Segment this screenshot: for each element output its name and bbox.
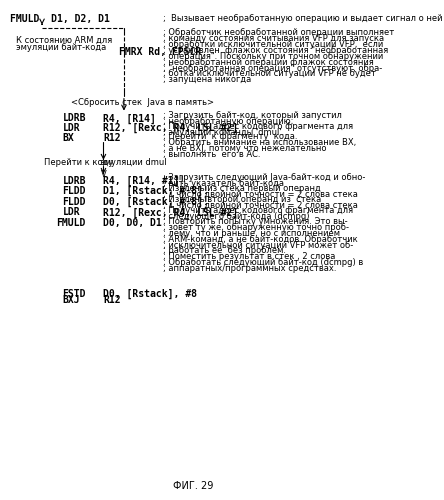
Text: ; Перейти  к фрагменту  кода.: ; Перейти к фрагменту кода. <box>163 132 297 141</box>
Text: D0, [Rstack], #8: D0, [Rstack], #8 <box>103 288 198 298</box>
Text: R12: R12 <box>103 296 121 306</box>
Text: R12, [Rexc, R4, LSL #2]: R12, [Rexc, R4, LSL #2] <box>103 124 238 134</box>
Text: ; Поместить результат в стек , 2 слова: ; Поместить результат в стек , 2 слова <box>163 252 336 262</box>
Text: FSTD: FSTD <box>63 288 86 298</box>
Text: FMULD: FMULD <box>56 218 85 228</box>
Text: ; запущена никогда: ; запущена никогда <box>163 76 251 84</box>
Text: ; ARM-команд, а не байт-кодов. Обработчик: ; ARM-команд, а не байт-кодов. Обработчи… <box>163 234 358 244</box>
Text: ; обработки исключительной ситуации VFP,  если: ; обработки исключительной ситуации VFP,… <box>163 40 384 49</box>
Text: R12: R12 <box>103 134 121 143</box>
Text: BX: BX <box>63 134 74 143</box>
Text: ; операция". Поскольку при точном обнаружении: ; операция". Поскольку при точном обнару… <box>163 52 384 60</box>
Text: R4, [R14]: R4, [R14] <box>103 114 156 124</box>
Text: LDR: LDR <box>63 124 80 134</box>
Text: ; команду состояния считывания VFP для запуска: ; команду состояния считывания VFP для з… <box>163 34 385 43</box>
Text: D0, D0, D1: D0, D0, D1 <box>103 218 162 228</box>
Text: ; ботка исключительной ситуации VFP не будет: ; ботка исключительной ситуации VFP не б… <box>163 70 376 78</box>
Text: ; установлен  флажок состояния "необработанная: ; установлен флажок состояния "необработ… <box>163 46 388 54</box>
Text: ; Обработать следующий байт-код (dcmpg) в: ; Обработать следующий байт-код (dcmpg) … <box>163 258 364 268</box>
Text: ; аппаратных/программных средствах.: ; аппаратных/программных средствах. <box>163 264 337 274</box>
Text: ; необработанной операции флажок состояния: ; необработанной операции флажок состоян… <box>163 58 374 66</box>
Text: R4, [R14, #1]!: R4, [R14, #1]! <box>103 176 186 186</box>
Text: эмуляции dmul: эмуляции dmul <box>100 158 166 168</box>
Text: ; 1 число двойной точности = 2 слова стека: ; 1 число двойной точности = 2 слова сте… <box>163 190 358 199</box>
Text: К состоянию ARM для: К состоянию ARM для <box>16 36 113 45</box>
Text: LDR: LDR <box>63 208 80 218</box>
Text: ; следующего байт-кода (dcmpg): ; следующего байт-кода (dcmpg) <box>163 212 310 221</box>
Text: эмуляции байт-кода: эмуляции байт-кода <box>16 43 107 52</box>
Text: D0, [Rstack, #-8]!: D0, [Rstack, #-8]! <box>103 196 209 206</box>
Text: FMULD  D1, D2, D1: FMULD D1, D2, D1 <box>10 14 110 24</box>
Text: ; вить указатель байт-кода: ; вить указатель байт-кода <box>163 179 284 188</box>
Text: ; Загрузить следующий Java-байт-код и обно-: ; Загрузить следующий Java-байт-код и об… <box>163 174 365 182</box>
Text: ; исключительной ситуации VFP может об-: ; исключительной ситуации VFP может об- <box>163 240 353 250</box>
Text: ; Повторить попытку умножения. Это вы-: ; Повторить попытку умножения. Это вы- <box>163 217 348 226</box>
Text: ; а не BXJ, потому что нежелательно: ; а не BXJ, потому что нежелательно <box>163 144 327 152</box>
Text: FLDD: FLDD <box>63 196 86 206</box>
Text: V: V <box>101 170 107 179</box>
Text: Перейти к коду: Перейти к коду <box>44 158 113 168</box>
Text: ФИГ. 29: ФИГ. 29 <box>174 482 214 492</box>
Text: ; Загрузить байт-код, который запустил: ; Загрузить байт-код, который запустил <box>163 111 342 120</box>
Text: ; Извлечь второй операнд из  стека: ; Извлечь второй операнд из стека <box>163 195 321 204</box>
Text: ; Извлечь из стека первый операнд: ; Извлечь из стека первый операнд <box>163 184 321 193</box>
Text: LDRB: LDRB <box>63 114 86 124</box>
Text: ; работать ее  без проблем.: ; работать ее без проблем. <box>163 246 286 256</box>
Text: ; 1 число двойной точности = 2 слова стека: ; 1 число двойной точности = 2 слова сте… <box>163 201 358 210</box>
Text: ; выполнять  его в AC.: ; выполнять его в AC. <box>163 150 261 158</box>
Text: ; необработанную операцию;: ; необработанную операцию; <box>163 117 293 126</box>
Text: ; Обработчик необработанной операции выполняет: ; Обработчик необработанной операции вып… <box>163 28 394 37</box>
Text: FLDD: FLDD <box>63 186 86 196</box>
Text: R12, [Rexc, R4, LSL #2]: R12, [Rexc, R4, LSL #2] <box>103 208 238 218</box>
Text: FMRX Rd, FPSCR: FMRX Rd, FPSCR <box>119 47 201 57</box>
Text: ; Получить адрес кодового фрагмента для: ; Получить адрес кодового фрагмента для <box>163 122 353 131</box>
Text: LDRB: LDRB <box>63 176 86 186</box>
Text: ; "необработанная операция" отсутствуют, обра-: ; "необработанная операция" отсутствуют,… <box>163 64 382 72</box>
Text: ; Получить адрес кодового фрагмента для: ; Получить адрес кодового фрагмента для <box>163 206 353 215</box>
Text: ; зовет ту же, обнаруженную точно проб-: ; зовет ту же, обнаруженную точно проб- <box>163 223 349 232</box>
Text: ; эмуляции команды 'dmul'.: ; эмуляции команды 'dmul'. <box>163 128 285 137</box>
Text: ;  Вызывает необработанную операцию и выдает сигнал о ней: ; Вызывает необработанную операцию и выд… <box>163 14 443 23</box>
Text: ; лему, что и раньше, но с исполнением: ; лему, что и раньше, но с исполнением <box>163 228 340 237</box>
Text: BXJ: BXJ <box>63 296 80 306</box>
Text: ; Обратить внимание на использование BX,: ; Обратить внимание на использование BX, <box>163 138 357 146</box>
Text: <Сбросить стек  Java в память>: <Сбросить стек Java в память> <box>71 98 214 107</box>
Text: D1, [Rstack, #-8]!: D1, [Rstack, #-8]! <box>103 186 209 196</box>
